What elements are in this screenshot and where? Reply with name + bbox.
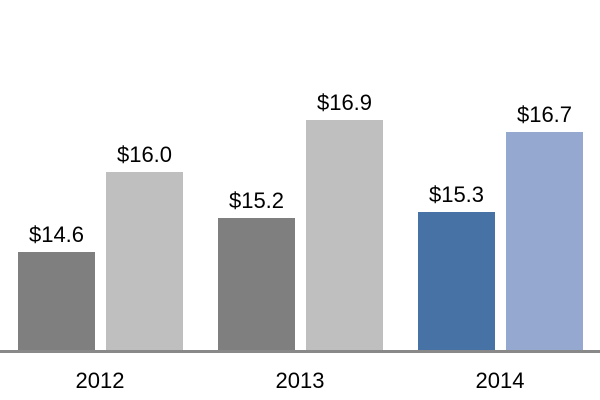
bar-2014-series-2 [506,132,583,350]
x-axis-tick-label-2013: 2013 [275,368,325,393]
bar-value-label-2012-series-2: $16.0 [116,142,173,167]
bar-2013-series-1 [218,218,295,350]
bar-2012-series-2 [106,172,183,350]
bar-2013-series-2 [306,120,383,350]
bar-value-label-2014-series-1: $15.3 [428,182,485,207]
bar-value-label-2013-series-2: $16.9 [316,90,373,115]
x-axis-tick-label-2014: 2014 [475,368,525,393]
x-axis-line [0,350,600,353]
bar-2012-series-1 [18,252,95,350]
bar-2014-series-1 [418,212,495,350]
bar-value-label-2013-series-1: $15.2 [228,188,285,213]
bar-value-label-2012-series-1: $14.6 [28,222,85,247]
x-axis-tick-label-2012: 2012 [75,368,125,393]
bar-value-label-2014-series-2: $16.7 [516,102,573,127]
